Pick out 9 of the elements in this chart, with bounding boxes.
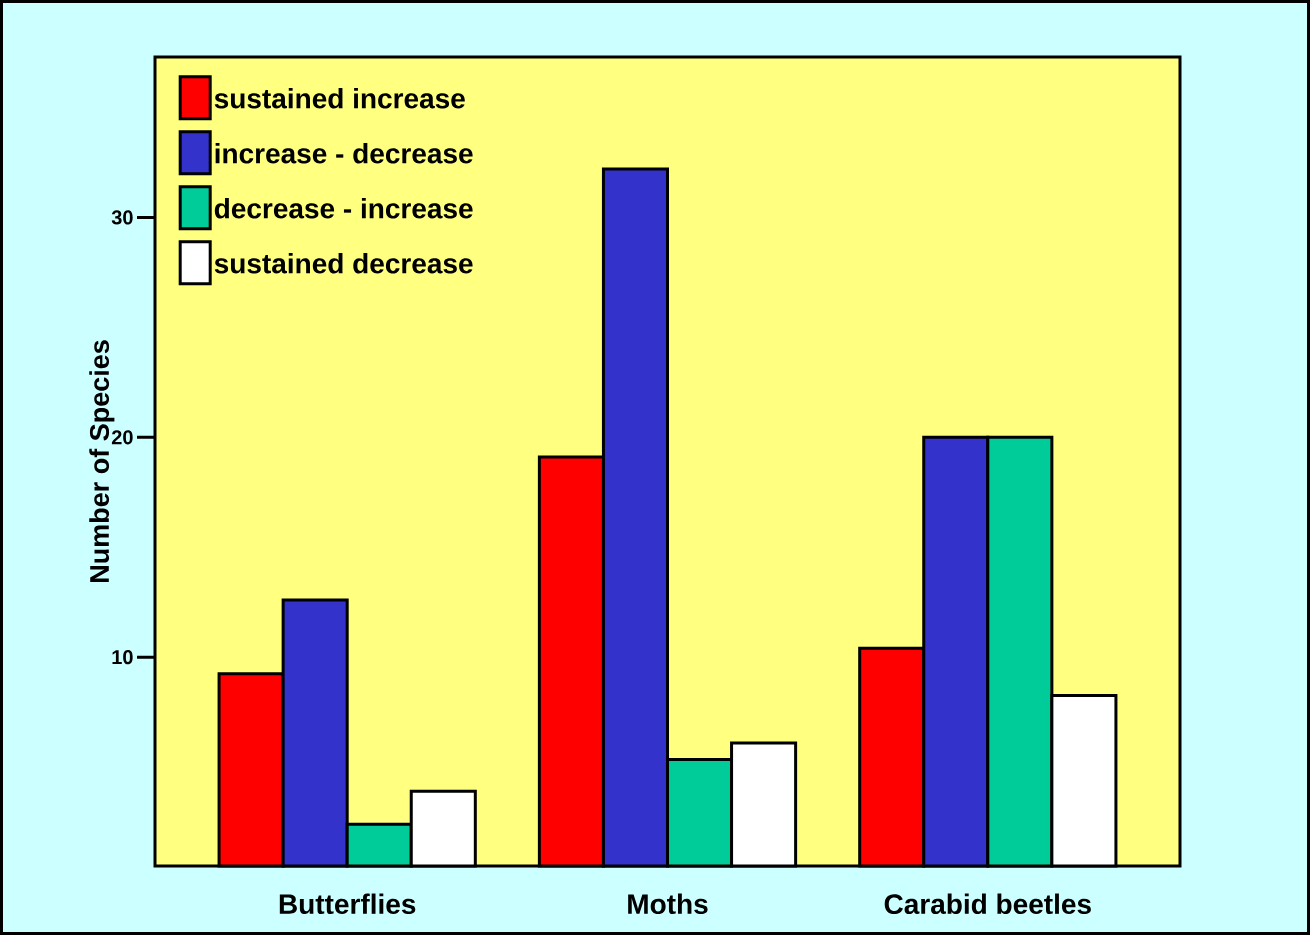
y-tick-label: 30 [111,210,133,225]
x-tick-label: Carabid beetles [884,893,1091,915]
legend-label: sustained decrease [214,252,473,274]
legend-label: sustained increase [214,87,465,109]
legend-label: increase - decrease [215,142,473,164]
x-tick-label: Butterflies [279,893,416,915]
y-tick-label: 10 [112,650,133,665]
legend-label: decrease - increase [214,197,473,219]
x-tick-label: Moths [628,893,708,915]
